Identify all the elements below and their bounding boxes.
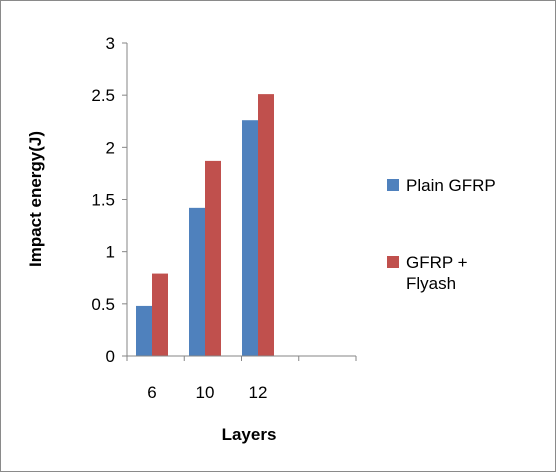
- bar: [205, 160, 221, 356]
- y-tick-label: 2.5: [91, 86, 115, 105]
- bars: [136, 94, 274, 356]
- x-tick-labels: 6 10 12: [147, 383, 267, 402]
- bar: [242, 120, 258, 356]
- legend: Plain GFRP GFRP + Flyash: [387, 176, 496, 293]
- y-tick-label: 0: [106, 347, 115, 366]
- y-tick-labels: 0 0.5 1 1.5 2 2.5 3: [91, 34, 115, 366]
- x-tick-label: 10: [196, 383, 215, 402]
- legend-label: GFRP + Flyash: [406, 253, 468, 293]
- y-tick-label: 3: [106, 34, 115, 53]
- legend-swatch: [387, 179, 399, 191]
- y-axis-label: Impact energy(J): [26, 131, 45, 267]
- bar: [152, 273, 168, 356]
- y-tick-label: 1: [106, 243, 115, 262]
- bar: [189, 207, 205, 356]
- legend-swatch: [387, 256, 399, 268]
- y-tick-label: 1.5: [91, 191, 115, 210]
- bar: [136, 305, 152, 356]
- y-tick-label: 2: [106, 138, 115, 157]
- x-axis-label: Layers: [222, 425, 277, 444]
- x-tick-label: 6: [147, 383, 156, 402]
- y-axis: [122, 42, 128, 357]
- x-axis: [126, 355, 357, 361]
- legend-label: Plain GFRP: [406, 176, 496, 195]
- y-tick-label: 0.5: [91, 295, 115, 314]
- x-tick-label: 12: [249, 383, 268, 402]
- bar: [258, 94, 274, 356]
